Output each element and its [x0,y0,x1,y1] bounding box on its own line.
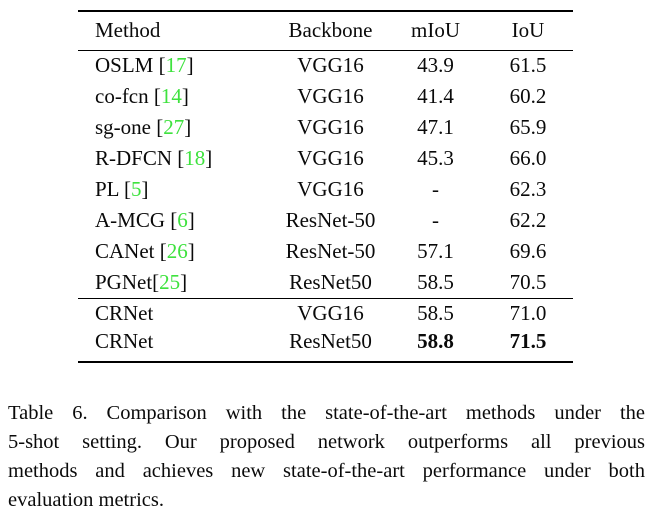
citation-link[interactable]: 17 [165,53,187,78]
caption-line: Table 6. Comparison with the state-of-th… [8,402,645,424]
table-row: CRNet ResNet50 58.8 71.5 [78,329,573,362]
method-cell: PGNet[25] [78,267,273,298]
header-backbone: Backbone [273,11,388,51]
miou-cell: 41.4 [417,84,454,108]
citation-link[interactable]: 14 [160,84,182,108]
cite-bracket-open: [ [159,239,167,263]
backbone-cell: ResNet-50 [285,239,376,263]
cite-bracket-open: [ [123,177,131,201]
table-row: CANet [26] ResNet-50 57.1 69.6 [78,236,573,267]
method-name: co-fcn [95,84,154,108]
cite-bracket-close: ] [205,146,213,170]
table-header: Method Backbone mIoU IoU [78,11,573,51]
results-table-container: Method Backbone mIoU IoU OSLM [17] VGG16 4… [78,10,573,363]
method-cell: CRNet [78,297,273,329]
method-cell: co-fcn [14] [78,81,273,112]
method-cell: PL [5] [78,174,273,205]
iou-cell: 65.9 [509,115,547,139]
citation-link[interactable]: 6 [177,208,188,232]
citation-link[interactable]: 18 [184,146,206,170]
caption-line: methods and achieves new state-of-the-ar… [8,460,645,482]
method-name: OSLM [95,53,159,78]
table-body: OSLM [17] VGG16 43.9 61.5 co-fcn [14] VGG16 41… [78,50,573,362]
cite-bracket-open: [ [170,208,178,232]
method-name: CRNet [95,329,154,353]
backbone-cell: ResNet-50 [285,208,376,232]
backbone-cell: VGG16 [297,115,364,139]
method-cell: CANet [26] [78,236,273,267]
citation-link[interactable]: 26 [166,239,188,263]
table-row: sg-one [27] VGG16 47.1 65.9 [78,112,573,143]
miou-cell: - [432,177,439,201]
header-miou: mIoU [388,11,483,51]
table-row: PGNet[25] ResNet50 58.5 70.5 [78,267,573,298]
method-name: PGNet [95,269,153,294]
method-name: sg-one [95,115,157,139]
iou-cell: 66.0 [509,146,547,170]
cite-bracket-close: ] [181,84,189,108]
method-name: R-DFCN [95,146,178,170]
backbone-cell: VGG16 [297,53,364,78]
backbone-cell: ResNet50 [289,329,372,353]
header-method: Method [78,11,273,51]
miou-cell: 58.5 [417,269,454,294]
table-row: CRNet VGG16 58.5 71.0 [78,297,573,329]
miou-cell: - [432,208,439,232]
caption-line: evaluation metrics. [8,489,164,511]
method-cell: OSLM [17] [78,50,273,81]
miou-cell: 45.3 [417,146,454,170]
method-cell: A-MCG [6] [78,205,273,236]
iou-cell: 71.0 [483,297,573,329]
header-iou: IoU [483,11,573,51]
backbone-cell: VGG16 [297,146,364,170]
table-header-row: Method Backbone mIoU IoU [78,11,573,51]
backbone-cell: VGG16 [273,297,388,329]
table-row: R-DFCN [18] VGG16 45.3 66.0 [78,143,573,174]
backbone-cell: ResNet50 [289,269,372,294]
cite-bracket-close: ] [180,269,188,294]
iou-cell: 62.3 [509,177,547,201]
citation-link[interactable]: 25 [159,269,181,294]
table-row: A-MCG [6] ResNet-50 - 62.2 [78,205,573,236]
cite-bracket-open: [ [158,53,166,78]
table-row: OSLM [17] VGG16 43.9 61.5 [78,50,573,81]
cite-bracket-open: [ [156,115,164,139]
cite-bracket-open: [ [152,269,160,294]
table-caption: Table 6. Comparison with the state-of-th… [8,399,645,515]
iou-cell: 71.5 [509,329,547,353]
miou-cell: 47.1 [417,115,454,139]
table-row: PL [5] VGG16 - 62.3 [78,174,573,205]
caption-line: 5-shot setting. Our proposed network out… [8,431,645,453]
method-cell: R-DFCN [18] [78,143,273,174]
method-cell: CRNet [78,329,273,362]
cite-bracket-close: ] [141,177,149,201]
miou-cell: 58.5 [388,297,483,329]
iou-cell: 69.6 [509,239,547,263]
iou-cell: 70.5 [509,269,547,294]
table-row: co-fcn [14] VGG16 41.4 60.2 [78,81,573,112]
method-cell: sg-one [27] [78,112,273,143]
citation-link[interactable]: 27 [163,115,185,139]
miou-cell: 57.1 [417,239,454,263]
backbone-cell: VGG16 [297,84,364,108]
cite-bracket-close: ] [187,208,195,232]
miou-cell: 58.8 [417,329,454,353]
cite-bracket-close: ] [187,239,195,263]
iou-cell: 61.5 [509,53,547,78]
iou-cell: 62.2 [509,208,547,232]
cite-bracket-close: ] [184,115,192,139]
cite-bracket-open: [ [153,84,161,108]
backbone-cell: VGG16 [297,177,364,201]
iou-cell: 60.2 [509,84,547,108]
method-name: CANet [95,239,160,263]
cite-bracket-open: [ [177,146,185,170]
method-name: A-MCG [95,208,171,232]
miou-cell: 43.9 [417,53,454,78]
method-name: PL [95,177,124,201]
citation-link[interactable]: 5 [130,177,142,201]
cite-bracket-close: ] [186,53,194,78]
method-name: CRNet [95,301,154,326]
results-table: Method Backbone mIoU IoU OSLM [17] VGG16 4… [78,10,573,363]
